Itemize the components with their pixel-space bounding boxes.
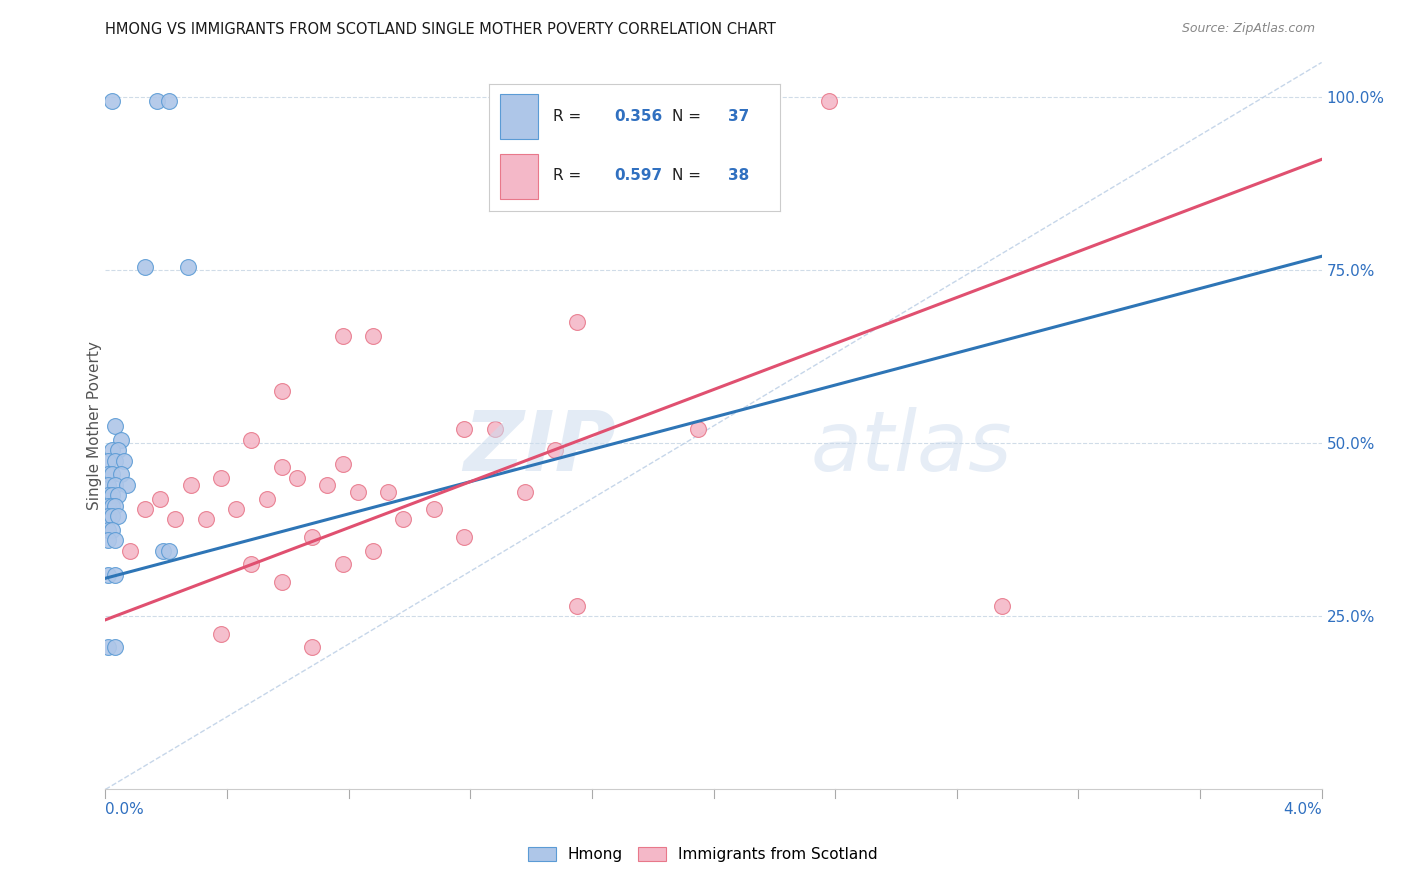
Point xyxy=(332,329,354,343)
Point xyxy=(157,543,180,558)
Point xyxy=(991,599,1014,613)
Point xyxy=(270,574,292,589)
Point xyxy=(134,502,156,516)
Point xyxy=(256,491,278,506)
Point xyxy=(453,422,475,436)
Point xyxy=(146,94,169,108)
Point xyxy=(100,443,122,458)
Point xyxy=(285,471,308,485)
Point xyxy=(110,433,132,447)
Point xyxy=(209,626,232,640)
Text: HMONG VS IMMIGRANTS FROM SCOTLAND SINGLE MOTHER POVERTY CORRELATION CHART: HMONG VS IMMIGRANTS FROM SCOTLAND SINGLE… xyxy=(105,22,776,37)
Point xyxy=(818,94,841,108)
Legend: Hmong, Immigrants from Scotland: Hmong, Immigrants from Scotland xyxy=(522,841,884,868)
Point xyxy=(301,530,323,544)
Point xyxy=(103,640,125,655)
Point xyxy=(361,543,384,558)
Point xyxy=(100,499,122,513)
Point xyxy=(316,477,339,491)
Point xyxy=(180,477,202,491)
Point xyxy=(97,533,120,548)
Point xyxy=(332,457,354,471)
Point xyxy=(97,523,120,537)
Text: 0.0%: 0.0% xyxy=(105,802,145,816)
Point xyxy=(103,453,125,467)
Point xyxy=(565,315,588,329)
Point xyxy=(107,443,129,458)
Point xyxy=(103,567,125,582)
Y-axis label: Single Mother Poverty: Single Mother Poverty xyxy=(87,342,101,510)
Point xyxy=(152,543,174,558)
Point xyxy=(107,488,129,502)
Point xyxy=(301,640,323,655)
Point xyxy=(97,488,120,502)
Point xyxy=(97,567,120,582)
Point xyxy=(134,260,156,274)
Point xyxy=(112,453,135,467)
Point xyxy=(165,512,187,526)
Point xyxy=(270,384,292,399)
Point xyxy=(118,543,141,558)
Point xyxy=(103,499,125,513)
Point xyxy=(361,329,384,343)
Text: atlas: atlas xyxy=(811,408,1012,488)
Point xyxy=(100,94,122,108)
Point xyxy=(107,508,129,523)
Point xyxy=(392,512,415,526)
Point xyxy=(513,484,536,499)
Point xyxy=(97,508,120,523)
Point xyxy=(149,491,172,506)
Point xyxy=(100,467,122,482)
Point xyxy=(377,484,399,499)
Point xyxy=(484,422,506,436)
Point xyxy=(103,533,125,548)
Point xyxy=(453,530,475,544)
Point xyxy=(97,467,120,482)
Point xyxy=(209,471,232,485)
Point xyxy=(97,477,120,491)
Point xyxy=(103,419,125,434)
Point xyxy=(97,499,120,513)
Point xyxy=(100,508,122,523)
Point xyxy=(332,558,354,572)
Point xyxy=(240,558,263,572)
Point xyxy=(100,488,122,502)
Point xyxy=(688,422,710,436)
Point xyxy=(270,460,292,475)
Point xyxy=(194,512,217,526)
Point xyxy=(110,467,132,482)
Point xyxy=(115,477,138,491)
Point xyxy=(240,433,263,447)
Point xyxy=(97,453,120,467)
Point xyxy=(423,502,446,516)
Point xyxy=(346,484,368,499)
Point xyxy=(157,94,180,108)
Text: Source: ZipAtlas.com: Source: ZipAtlas.com xyxy=(1181,22,1315,36)
Point xyxy=(97,640,120,655)
Text: 4.0%: 4.0% xyxy=(1282,802,1322,816)
Point xyxy=(103,477,125,491)
Point xyxy=(176,260,198,274)
Text: ZIP: ZIP xyxy=(464,408,616,488)
Point xyxy=(565,599,588,613)
Point xyxy=(544,443,567,458)
Point xyxy=(100,523,122,537)
Point xyxy=(225,502,247,516)
